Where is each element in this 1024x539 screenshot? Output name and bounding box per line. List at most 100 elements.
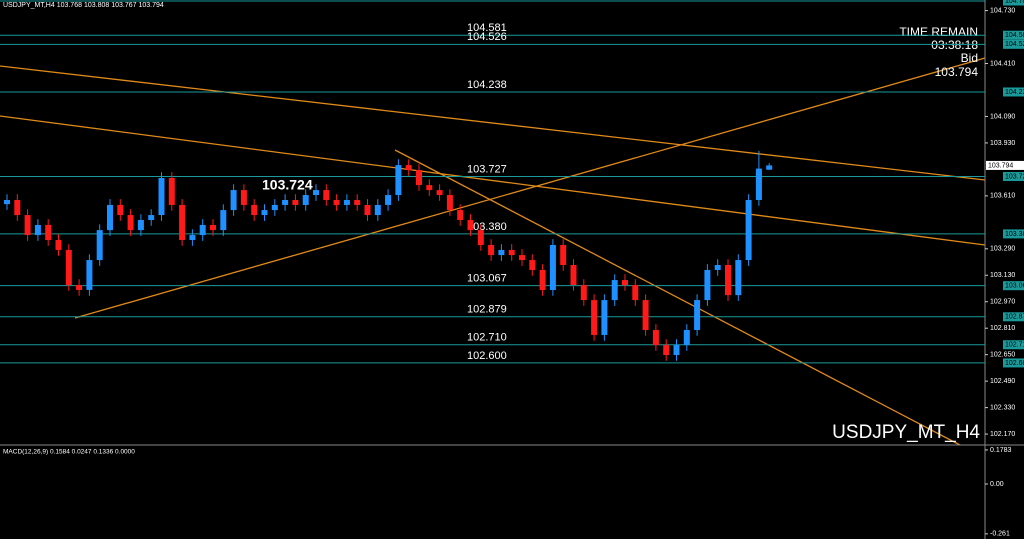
y-tick-label: 103.930 bbox=[990, 140, 1015, 147]
candle-body bbox=[570, 265, 577, 286]
candle-body bbox=[725, 265, 731, 296]
candle-body bbox=[76, 285, 83, 290]
header-open: 103.768 bbox=[57, 2, 82, 9]
candle-body bbox=[622, 280, 628, 286]
candle-body bbox=[755, 168, 762, 200]
level-label: 102.600 bbox=[467, 350, 507, 362]
y-tick-label: 104.090 bbox=[990, 113, 1015, 120]
bid-value: 103.794 bbox=[935, 65, 979, 79]
level-price-box bbox=[1003, 0, 1024, 6]
y-tick-label: 103.290 bbox=[990, 246, 1015, 253]
annotation: 103.724 bbox=[262, 177, 313, 193]
level-price-label: 104.581 bbox=[1005, 32, 1024, 39]
candle-body bbox=[426, 185, 433, 191]
bid-label: Bid bbox=[961, 51, 978, 65]
y-tick-label: 102.810 bbox=[990, 325, 1015, 332]
level-price-box bbox=[1003, 312, 1024, 322]
candle-body bbox=[96, 230, 103, 261]
candle-body bbox=[560, 244, 567, 266]
candle-body bbox=[302, 195, 309, 205]
candle-body bbox=[519, 255, 525, 261]
candle-body bbox=[745, 199, 752, 261]
header-close: 103.794 bbox=[138, 2, 163, 9]
candle-body bbox=[261, 210, 268, 216]
candle-body bbox=[673, 345, 680, 355]
level-label: 104.526 bbox=[467, 31, 507, 43]
candle-body bbox=[704, 269, 711, 301]
candle-body bbox=[323, 190, 330, 200]
candle-body bbox=[189, 235, 196, 241]
level-price-box bbox=[1003, 281, 1024, 291]
candle-body bbox=[220, 210, 227, 231]
level-label: 102.879 bbox=[467, 304, 507, 316]
y-tick-label: 102.490 bbox=[990, 378, 1015, 385]
candle-body bbox=[632, 285, 639, 301]
candle-body bbox=[34, 224, 41, 236]
candle-body bbox=[292, 199, 299, 205]
candle-body bbox=[405, 165, 412, 171]
level-price-label: 102.710 bbox=[1005, 342, 1024, 349]
y-tick-label: 102.170 bbox=[990, 431, 1015, 438]
level-price-box bbox=[1003, 30, 1024, 40]
level-label: 104.581 bbox=[467, 22, 507, 34]
macd-y-tick-label: 0.00 bbox=[990, 481, 1004, 488]
level-price-box bbox=[1003, 172, 1024, 182]
trend-line bbox=[0, 115, 986, 246]
candle-body bbox=[374, 204, 381, 216]
candle-body bbox=[477, 230, 484, 245]
candle-body bbox=[580, 285, 587, 301]
candle-body bbox=[529, 260, 536, 270]
trend-line bbox=[0, 65, 986, 181]
candle-body bbox=[642, 300, 649, 331]
candle-body bbox=[591, 300, 598, 335]
candle-body bbox=[4, 199, 10, 205]
level-label: 103.727 bbox=[467, 163, 507, 175]
candle-body bbox=[694, 300, 701, 331]
trend-line bbox=[74, 57, 986, 319]
y-tick-label: 102.650 bbox=[990, 352, 1015, 359]
level-price-label: 102.600 bbox=[1005, 360, 1024, 367]
level-price-box bbox=[1003, 87, 1024, 97]
level-price-label: 103.727 bbox=[1005, 173, 1024, 180]
level-label: 102.710 bbox=[467, 332, 507, 344]
level-label: 103.067 bbox=[467, 273, 507, 285]
time-remain-label: TIME REMAIN bbox=[899, 25, 978, 39]
candle-body bbox=[251, 204, 258, 216]
candle-body bbox=[210, 224, 216, 231]
candle-body bbox=[117, 204, 124, 216]
candle-body bbox=[168, 177, 175, 205]
time-remain-value: 03:38:18 bbox=[931, 38, 978, 52]
candle-body bbox=[498, 249, 505, 256]
candle-body bbox=[179, 204, 186, 241]
candle-body bbox=[714, 265, 721, 270]
candle-body bbox=[446, 195, 453, 211]
candle-body bbox=[601, 300, 608, 335]
candle-body bbox=[65, 249, 72, 286]
bid-price-label: 103.794 bbox=[988, 162, 1013, 169]
candle-body bbox=[240, 190, 247, 205]
header: USDJPY_MT,H4 103.768 103.808 103.767 103… bbox=[3, 2, 164, 9]
candle-body bbox=[364, 204, 371, 216]
macd-y-tick-label: 0.1783 bbox=[990, 447, 1012, 454]
level-label: 104.238 bbox=[467, 79, 507, 91]
y-tick-label: 103.130 bbox=[990, 272, 1015, 279]
level-price-label: 103.067 bbox=[1005, 283, 1024, 290]
candle-body bbox=[343, 199, 350, 205]
candle-body bbox=[683, 330, 690, 346]
candle-body bbox=[127, 215, 134, 231]
watermark: USDJPY_MT_H4 bbox=[832, 422, 980, 443]
trend-line bbox=[394, 149, 961, 446]
candle-body bbox=[137, 220, 144, 231]
candle-body bbox=[663, 345, 670, 355]
level-price-box bbox=[1003, 39, 1024, 49]
candle-body bbox=[230, 190, 237, 211]
level-price-box bbox=[1003, 229, 1024, 239]
candle-body bbox=[45, 224, 52, 241]
candle-body bbox=[354, 199, 361, 205]
candle-body bbox=[199, 224, 206, 236]
candle-body bbox=[549, 244, 556, 290]
candle-body bbox=[148, 215, 155, 221]
candle-body bbox=[55, 240, 62, 250]
